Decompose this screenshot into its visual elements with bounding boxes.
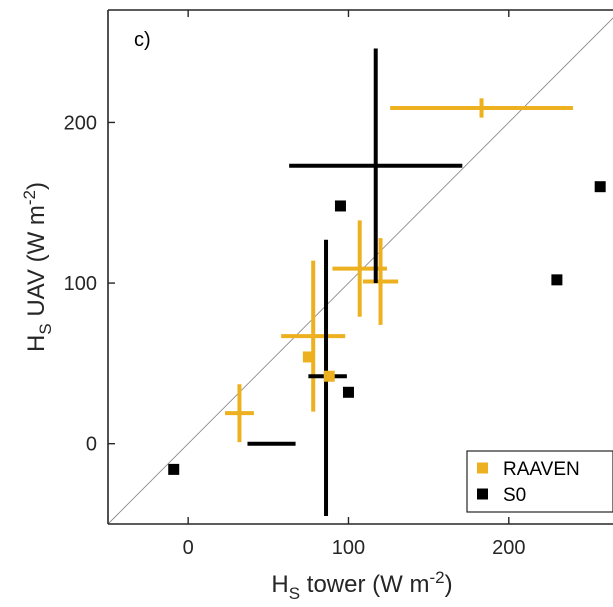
data-point-raaven-1 — [302, 351, 314, 363]
data-point-s0-0 — [168, 463, 180, 475]
x-tick-label: 200 — [492, 537, 525, 559]
x-tick-label: 0 — [183, 537, 194, 559]
y-tick-label: 0 — [86, 434, 97, 456]
data-point-raaven-3 — [323, 370, 335, 382]
data-point-s0-8 — [594, 181, 606, 193]
legend-marker-s0 — [477, 488, 488, 500]
legend-box — [466, 450, 613, 513]
y-tick-label: 100 — [64, 273, 97, 295]
x-tick-label: 100 — [332, 537, 365, 559]
data-point-s0-7 — [551, 274, 563, 286]
data-point-s0-4 — [334, 200, 346, 212]
data-point-s0-5 — [342, 386, 354, 398]
y-tick-label: 200 — [64, 112, 97, 134]
legend-label-raaven: RAAVEN — [503, 459, 580, 480]
legend-marker-raaven — [477, 462, 488, 474]
y-axis-label: HS UAV (W m-2) — [20, 182, 55, 352]
panel-label: c) — [134, 29, 151, 51]
legend-label-s0: S0 — [503, 485, 526, 506]
x-axis-label: HS tower (W m-2) — [271, 568, 452, 603]
